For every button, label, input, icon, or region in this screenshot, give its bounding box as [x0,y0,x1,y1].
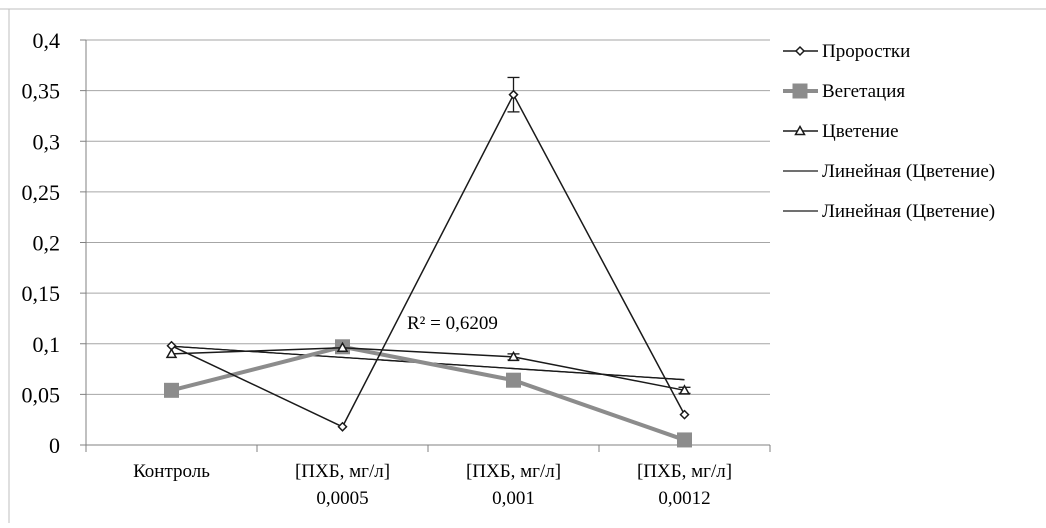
axes [80,39,771,452]
series-line-2 [171,344,686,442]
data-point-diamond [508,89,519,100]
series-line-1 [171,93,686,428]
y-tick-label: 0,3 [33,129,61,154]
y-tick-label: 0,05 [22,382,61,407]
y-tick-label: 0,35 [22,79,61,104]
data-point-square [677,432,692,448]
data-point-triangle [794,124,806,136]
y-tick-label: 0,2 [33,231,61,256]
y-tick-label: 0,1 [33,332,61,357]
x-tick-labels: Контроль [ПХБ, мг/л] 0,0005 [ПХБ, мг/л] 0,00… [133,461,732,509]
legend-label: Линейная (Цветение) [822,201,995,222]
x-tick-label: [ПХБ, мг/л] 0,0005 [295,461,390,509]
y-tick-labels: 0 0,05 0,1 0,15 0,2 0,25 0,3 0,35 0,4 [22,28,61,458]
data-point-triangle [165,347,178,359]
data-point-diamond [794,45,806,57]
r-squared-annotation: R² = 0,6209 [407,313,498,334]
data-point-square [506,372,521,388]
data-point-triangle [678,384,691,395]
y-tick-label: 0 [49,433,60,458]
legend-label: Линейная (Цветение) [822,161,995,182]
x-tick-label: [ПХБ, мг/л] 0,0012 [637,461,732,509]
x-tick-label: [ПХБ, мг/л] 0,001 [466,461,561,509]
legend-label: Вегетация [822,81,905,102]
legend: Проростки Вегетация Цветение Линейная (Цвет… [783,41,995,222]
legend-label: Проростки [822,41,910,62]
data-point-triangle [336,341,349,353]
data-point-triangle [507,350,520,362]
series-lines [164,76,692,448]
y-tick-label: 0,25 [22,180,61,205]
data-point-diamond [679,409,690,420]
data-point-diamond [337,421,348,432]
y-tick-label: 0,15 [22,281,61,306]
x-tick-label: Контроль [133,461,210,482]
y-tick-label: 0,4 [33,28,61,53]
data-point-square [164,382,179,398]
series-line-3 [171,347,685,392]
legend-label: Цветение [822,121,899,142]
gridlines [86,39,770,395]
data-point-square [792,83,808,99]
